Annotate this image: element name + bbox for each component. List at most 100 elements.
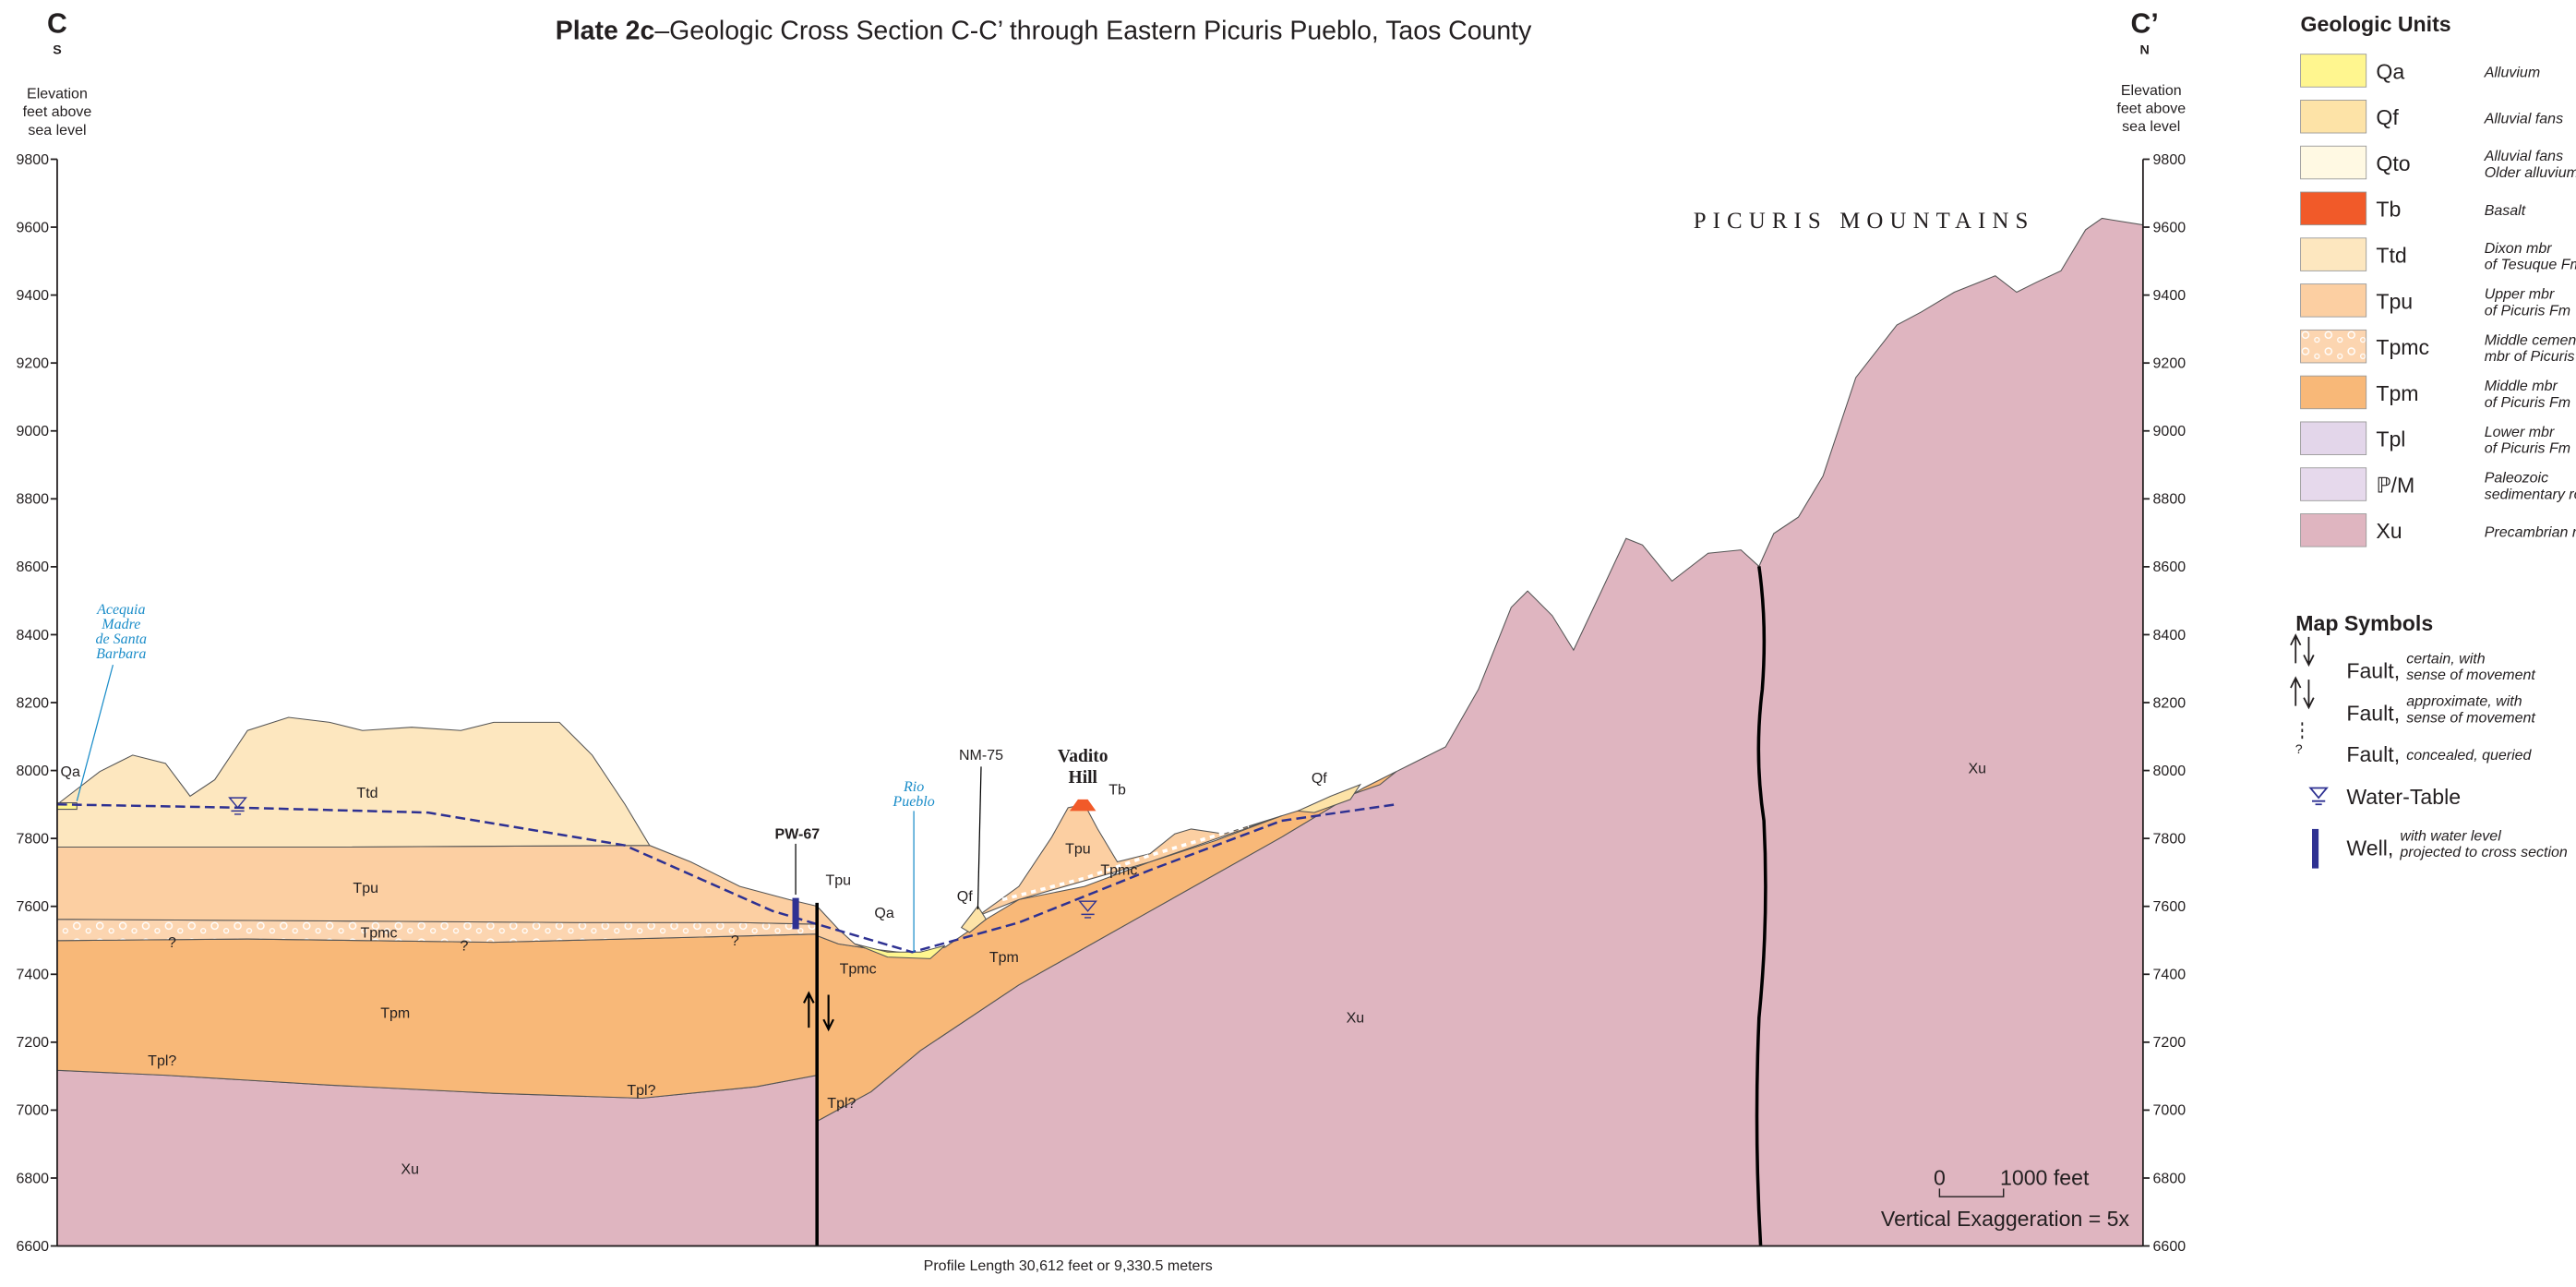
swatch <box>2301 192 2366 225</box>
axis-title: Elevation <box>2121 83 2182 99</box>
tick-label: 8800 <box>2153 492 2187 508</box>
unit-label: ? <box>460 938 468 954</box>
legend-symbol: Xu <box>2376 519 2402 543</box>
tick-label: 9200 <box>16 356 49 372</box>
axis-title: feet above <box>2116 102 2186 117</box>
hill-label: Vadito <box>1058 747 1108 766</box>
tick-label: 8400 <box>16 628 49 644</box>
scale-label: 0 <box>1934 1166 1946 1190</box>
tick-label: 6800 <box>16 1171 49 1186</box>
tick-label: 7600 <box>2153 899 2187 915</box>
symbol-label: Fault, <box>2346 742 2400 766</box>
end-letter: C <box>47 9 67 40</box>
legend-description: of Picuris Fm <box>2485 395 2570 411</box>
road-label: NM-75 <box>959 748 1003 764</box>
road-pointer <box>977 766 981 909</box>
legend-description: mbr of Picuris Fm <box>2485 349 2576 365</box>
swatch <box>2301 422 2366 455</box>
axis-title: sea level <box>2122 119 2180 135</box>
swatch <box>2301 514 2366 547</box>
symbol-description: with water level <box>2400 828 2501 844</box>
tick-label: 7600 <box>16 899 49 915</box>
swatch <box>2301 238 2366 271</box>
unit-label: Tpm <box>989 950 1019 966</box>
axis-title: feet above <box>23 104 92 120</box>
tick-label: 7400 <box>16 968 49 983</box>
unit-label: Ttd <box>356 786 377 801</box>
tick-label: 9400 <box>2153 288 2187 304</box>
unit-label: ? <box>168 935 176 951</box>
symbol-description: certain, with <box>2406 651 2485 667</box>
swatch <box>2301 100 2366 133</box>
unit-label: Tpmc <box>840 961 877 977</box>
unit-label: Qf <box>957 889 973 905</box>
unit-tb <box>1070 800 1096 811</box>
tick-label: 8400 <box>2153 628 2187 644</box>
unit-label: Qa <box>874 906 893 921</box>
legend-description: Lower mbr <box>2485 425 2555 440</box>
legend-description: Alluvial fans <box>2484 149 2563 164</box>
unit-label: Tpu <box>1065 842 1091 858</box>
axis-title: sea level <box>28 123 86 138</box>
unit-label: Qa <box>61 764 80 780</box>
query-mark: ? <box>2295 742 2303 757</box>
legend-description: Older alluvium <box>2485 165 2576 181</box>
swatch <box>2301 330 2366 363</box>
legend-description: Precambrian rock <box>2485 524 2576 540</box>
region-label: PICURIS MOUNTAINS <box>1694 209 2035 234</box>
canal-label: Acequia <box>96 602 145 618</box>
legend-symbol: Tpmc <box>2376 335 2429 359</box>
unit-label: Xu <box>1968 761 1986 776</box>
swatch <box>2301 284 2366 318</box>
well-icon <box>2312 829 2318 869</box>
tick-label: 7800 <box>16 831 49 847</box>
legend-description: Paleozoic <box>2485 471 2548 487</box>
symbol-label: Well, <box>2346 836 2393 860</box>
swatch <box>2301 146 2366 179</box>
tick-label: 9600 <box>16 220 49 235</box>
tick-label: 7000 <box>2153 1103 2187 1119</box>
tick-label: 9000 <box>2153 424 2187 439</box>
unit-label: Tpl? <box>827 1096 856 1112</box>
legend-description: Alluvial fans <box>2484 111 2563 126</box>
axis-title: Elevation <box>27 87 88 102</box>
tick-label: 8600 <box>2153 559 2187 575</box>
legend-symbol: Qto <box>2376 151 2410 175</box>
canal-label: de Santa <box>96 631 148 647</box>
symbol-icons <box>2291 635 2327 804</box>
legend-symbol: Qf <box>2376 105 2399 129</box>
legend-title: Map Symbols <box>2295 611 2433 635</box>
unit-label: ? <box>731 933 739 949</box>
unit-label: Tpmc <box>360 925 397 941</box>
legend-description: Upper mbr <box>2485 287 2555 303</box>
legend-symbol: ℙ/M <box>2376 473 2414 497</box>
unit-ttd <box>57 717 650 847</box>
title-rest: –Geologic Cross Section C-C’ through Eas… <box>654 17 1532 46</box>
tick-label: 6600 <box>2153 1239 2187 1255</box>
legend-symbol: Tpu <box>2376 289 2413 313</box>
tick-label: 8800 <box>16 492 49 508</box>
legend-description: Basalt <box>2485 203 2526 219</box>
title-bold: Plate 2c <box>556 17 655 46</box>
canal-label: Barbara <box>96 646 146 662</box>
unit-tpm <box>57 934 817 1099</box>
unit-label: Qf <box>1312 771 1327 787</box>
end-direction: S <box>53 43 61 58</box>
tick-label: 8600 <box>16 559 49 575</box>
tick-label: 9800 <box>16 152 49 168</box>
symbol-description: approximate, with <box>2406 694 2522 710</box>
unit-label: Tb <box>1108 783 1126 799</box>
end-letter: C’ <box>2131 9 2159 40</box>
swatch <box>2301 376 2366 409</box>
profile-length: Profile Length 30,612 feet or 9,330.5 me… <box>924 1258 1213 1274</box>
tick-label: 8200 <box>2153 695 2187 711</box>
legend-description: Middle mbr <box>2485 379 2558 394</box>
unit-tpu <box>57 846 817 924</box>
swatch <box>2301 54 2366 88</box>
symbol-label: Water-Table <box>2346 785 2461 809</box>
exaggeration: Vertical Exaggeration = 5x <box>1881 1207 2130 1231</box>
strata <box>57 218 2143 1245</box>
legend-symbol: Tpl <box>2376 427 2405 451</box>
legend-description: of Picuris Fm <box>2485 441 2570 457</box>
symbol-description: projected to cross section <box>2399 845 2568 860</box>
